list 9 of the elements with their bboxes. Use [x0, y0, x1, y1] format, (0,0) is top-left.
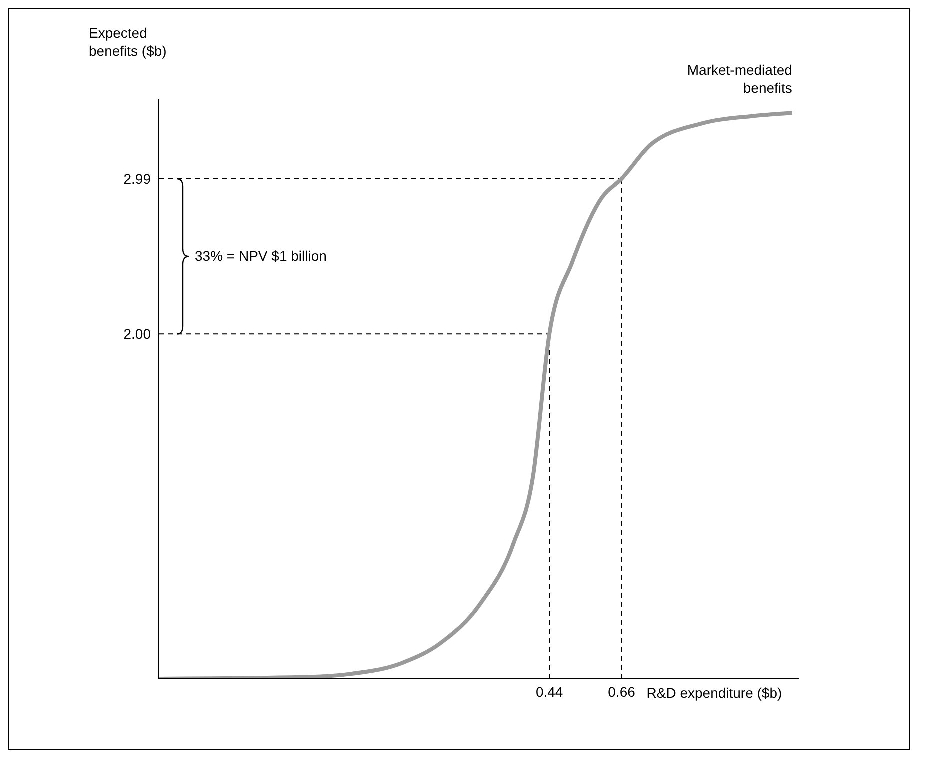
x-tick-label: 0.66: [608, 684, 636, 700]
y-tick-label: 2.99: [124, 170, 152, 187]
x-axis-title: R&D expenditure ($b): [646, 685, 782, 701]
annotation: 33% = NPV $1 billion: [195, 248, 327, 264]
series-label: Market-mediated benefits: [686, 61, 792, 98]
x-tick-label: 0.44: [536, 684, 564, 700]
y-tick-label: 2.00: [124, 326, 152, 342]
line-series: [159, 111, 794, 679]
y-axis-title: Expected benefits ($b): [89, 24, 168, 60]
